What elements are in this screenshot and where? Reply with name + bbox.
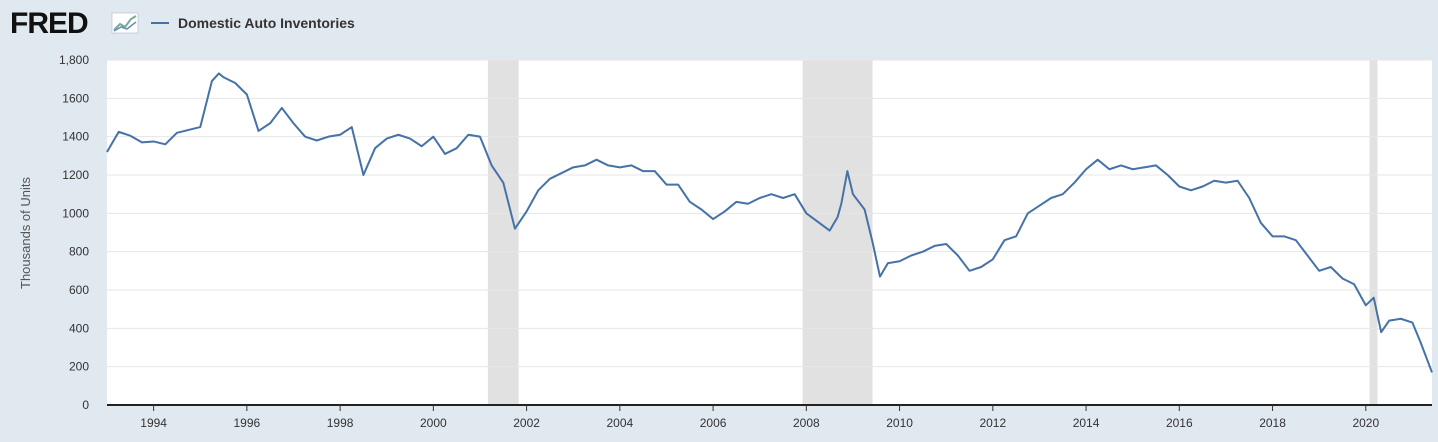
x-tick-label: 2018 bbox=[1259, 416, 1286, 430]
x-tick-label: 2010 bbox=[886, 416, 913, 430]
x-tick-label: 2004 bbox=[606, 416, 633, 430]
x-tick-label: 2014 bbox=[1073, 416, 1100, 430]
y-tick-label: 1400 bbox=[62, 130, 89, 144]
y-tick-label: 1200 bbox=[62, 168, 89, 182]
x-tick-label: 2020 bbox=[1352, 416, 1379, 430]
x-tick-label: 2002 bbox=[513, 416, 540, 430]
plot-area bbox=[107, 60, 1432, 405]
y-tick-label: 1600 bbox=[62, 91, 89, 105]
x-tick-label: 1998 bbox=[327, 416, 354, 430]
recession-band bbox=[487, 60, 519, 405]
x-tick-label: 1994 bbox=[140, 416, 167, 430]
data-line bbox=[106, 72, 1433, 373]
x-tick-label: 2016 bbox=[1166, 416, 1193, 430]
y-tick-label: 800 bbox=[69, 245, 89, 259]
y-tick-label: 400 bbox=[69, 321, 89, 335]
x-tick-label: 2000 bbox=[420, 416, 447, 430]
recession-band bbox=[1369, 60, 1378, 405]
y-tick-label: 600 bbox=[69, 283, 89, 297]
y-tick-label: 1000 bbox=[62, 206, 89, 220]
brand-logo: FRED bbox=[10, 7, 88, 40]
logo-icon bbox=[111, 12, 139, 34]
x-tick-label: 2008 bbox=[793, 416, 820, 430]
y-tick-label: 1,800 bbox=[59, 53, 89, 67]
legend-label: Domestic Auto Inventories bbox=[178, 15, 355, 31]
recession-band bbox=[802, 60, 873, 405]
y-axis-label: Thousands of Units bbox=[18, 177, 33, 290]
x-tick-label: 1996 bbox=[234, 416, 261, 430]
x-tick-label: 2006 bbox=[700, 416, 727, 430]
y-tick-label: 200 bbox=[69, 360, 89, 374]
x-tick-label: 2012 bbox=[979, 416, 1006, 430]
y-tick-label: 0 bbox=[82, 398, 89, 412]
